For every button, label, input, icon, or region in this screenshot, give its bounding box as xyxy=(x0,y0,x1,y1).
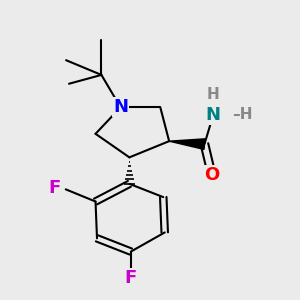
Text: F: F xyxy=(48,179,60,197)
Text: N: N xyxy=(113,98,128,116)
Text: H: H xyxy=(207,87,220,102)
Polygon shape xyxy=(169,139,205,149)
Text: O: O xyxy=(204,166,220,184)
Text: –H: –H xyxy=(232,107,253,122)
Text: N: N xyxy=(206,106,221,124)
Text: F: F xyxy=(125,269,137,287)
